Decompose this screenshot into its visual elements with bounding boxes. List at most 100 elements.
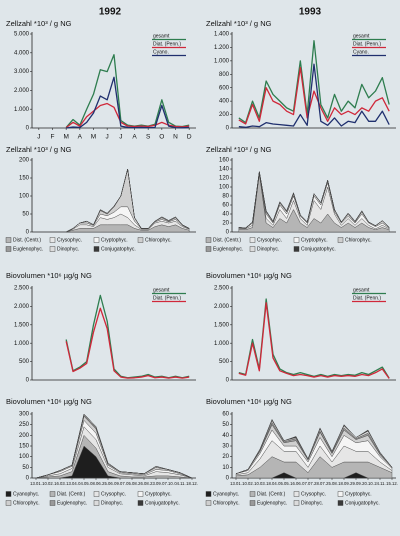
y-tick-label: 20 (222, 221, 229, 227)
x-tick-label: 28.07. (314, 481, 326, 486)
x-tick-label: 04.05. (78, 481, 90, 486)
legend-label: Euglenophyc. (257, 500, 287, 506)
year-header: 1992 (99, 7, 122, 18)
x-tick-label: 24.11. (374, 481, 385, 486)
legend-label: Dinophyc. (301, 500, 323, 506)
x-tick-label: 20.10. (362, 481, 374, 486)
x-tick-label: 10.02. (42, 481, 54, 486)
y-tick-label: 120 (219, 176, 230, 182)
y-tick-label: 1.400 (214, 32, 230, 38)
x-tick-label: O (159, 134, 164, 141)
legend-label: Cyano. (353, 49, 369, 55)
y-tick-label: 1.000 (14, 341, 30, 347)
series-area (66, 168, 190, 233)
x-tick-label: 16.03. (54, 481, 66, 486)
x-tick-label: 10.02. (242, 481, 254, 486)
y-tick-label: 1.500 (214, 322, 230, 328)
x-tick-label: 09.07. (114, 481, 126, 486)
y-tick-label: 0 (26, 378, 30, 384)
y-tick-label: 1.000 (214, 341, 230, 347)
legend-swatch (205, 491, 212, 497)
y-tick-label: 5.000 (14, 32, 30, 38)
legend-label: Cryptophyc. (145, 491, 172, 497)
x-tick-label: M (63, 134, 68, 141)
y-tick-label: 160 (219, 158, 230, 164)
legend-swatch (5, 500, 12, 506)
x-tick-label: 18.09. (338, 481, 350, 486)
series-area (35, 413, 193, 479)
y-tick-label: 600 (219, 85, 230, 91)
x-tick-label: 13.01. (30, 481, 42, 486)
x-tick-label: M (91, 134, 96, 141)
legend-swatch (137, 500, 144, 506)
series-line (66, 76, 190, 129)
series-line (65, 54, 190, 128)
y-tick-label: 2.000 (214, 304, 230, 310)
series-line (238, 40, 390, 124)
x-tick-label: 25.08. (326, 481, 338, 486)
x-tick-label: 23.09. (150, 481, 162, 486)
y-tick-label: 2.000 (14, 304, 30, 310)
legend-swatch (137, 237, 144, 243)
y-tick-label: 30 (222, 444, 229, 450)
y-tick-label: 200 (219, 112, 230, 118)
chart-title: Biovolumen *10⁶ µg/g NG (206, 271, 292, 280)
x-tick-label: 13.04. (66, 481, 78, 486)
y-tick-label: 100 (19, 454, 30, 460)
legend-swatch (49, 246, 56, 252)
x-tick-label: 16.06. (290, 481, 302, 486)
legend-swatch (5, 246, 12, 252)
legend-swatch (93, 237, 100, 243)
y-tick-label: 0 (226, 476, 230, 482)
legend-swatch (5, 491, 12, 497)
y-tick-label: 400 (219, 99, 230, 105)
x-tick-label: 13.01. (230, 481, 242, 486)
legend-label: gesamt (353, 33, 370, 39)
x-tick-label: J (106, 134, 109, 141)
legend-label: Cryptophyc. (101, 237, 128, 243)
y-tick-label: 3.000 (14, 69, 30, 75)
x-tick-label: 05.05. (278, 481, 290, 486)
legend-swatch (205, 237, 212, 243)
legend-label: Cyanophyc. (213, 491, 239, 497)
y-tick-label: 1.500 (14, 322, 30, 328)
x-tick-label: 18.04. (266, 481, 278, 486)
legend-swatch (49, 491, 56, 497)
y-tick-label: 250 (19, 422, 30, 428)
legend-label: Diat. (Centr.) (57, 491, 86, 497)
legend-label: Diat. (Penn.) (353, 295, 381, 301)
y-tick-label: 1.200 (214, 45, 230, 51)
y-tick-label: 60 (222, 203, 229, 209)
year-header: 1993 (299, 7, 322, 18)
legend-label: Dist. (Centr.) (213, 237, 241, 243)
legend-label: Dinophyc. (101, 500, 123, 506)
series-area (238, 171, 390, 229)
legend-swatch (249, 237, 256, 243)
legend-label: Cyano. (153, 49, 169, 55)
legend-swatch (249, 500, 256, 506)
legend-swatch (293, 491, 300, 497)
y-tick-label: 0 (226, 230, 230, 236)
y-tick-label: 0 (226, 378, 230, 384)
y-tick-label: 40 (222, 433, 229, 439)
legend-label: Diat. (Penn.) (153, 41, 181, 47)
y-tick-label: 500 (19, 359, 30, 365)
x-tick-label: J (37, 134, 40, 141)
legend-label: Chlorophyc. (13, 500, 40, 506)
chart-title: Biovolumen *10⁶ µg/g NG (6, 271, 92, 280)
legend-label: Conjugatophyc. (345, 500, 380, 506)
legend-swatch (337, 500, 344, 506)
series-area (235, 418, 393, 474)
chart-title: Zellzahl *10³ / g NG (6, 145, 72, 154)
y-tick-label: 50 (222, 422, 229, 428)
legend-label: Dinophyc. (57, 246, 79, 252)
y-tick-label: 0 (26, 230, 30, 236)
legend-label: Crysophyc. (257, 237, 282, 243)
legend-label: Conjugatophyc. (301, 246, 336, 252)
y-tick-label: 200 (19, 158, 30, 164)
y-tick-label: 40 (222, 212, 229, 218)
series-line (238, 63, 390, 128)
y-tick-label: 300 (19, 412, 30, 418)
y-tick-label: 2.000 (14, 88, 30, 94)
